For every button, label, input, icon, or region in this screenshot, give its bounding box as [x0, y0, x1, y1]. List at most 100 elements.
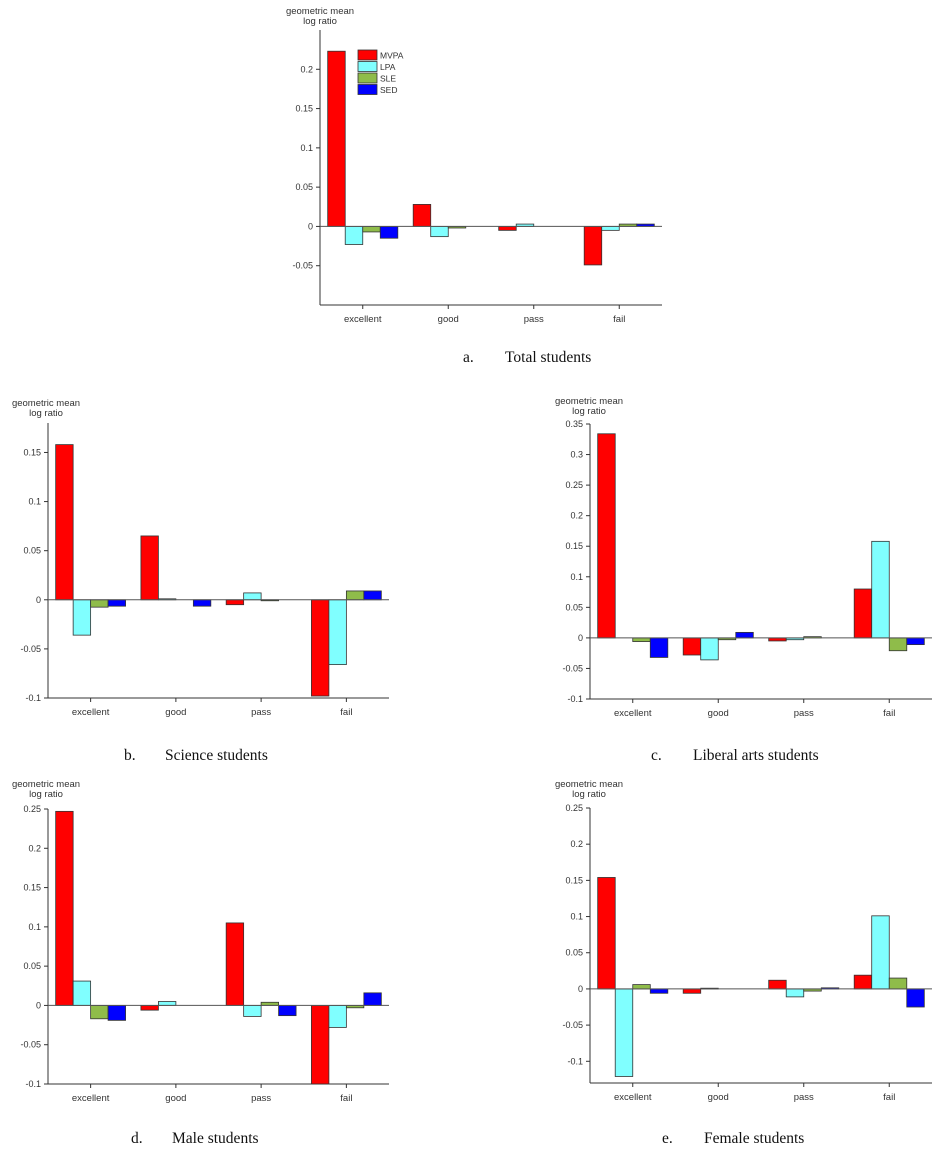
y-axis-label-line1: geometric mean [12, 398, 80, 409]
caption-title: Liberal arts students [693, 747, 819, 764]
x-tick-label: good [165, 707, 186, 718]
legend-label-sed: SED [380, 85, 397, 95]
y-tick-label: -0.05 [562, 1020, 583, 1030]
bar-mvpa-fail [311, 1005, 330, 1085]
bar-lpa-pass [243, 592, 262, 601]
y-tick-label: 0.25 [565, 803, 583, 813]
x-tick-label: pass [794, 708, 814, 719]
y-axis-label-line2: log ratio [303, 16, 337, 27]
y-tick-label: 0.3 [570, 450, 583, 460]
bar-mvpa-pass [225, 922, 245, 1006]
y-tick-label: 0 [36, 595, 41, 605]
caption-letter: e. [662, 1130, 673, 1147]
bar-mvpa-fail [853, 588, 873, 639]
bar-sed-fail [363, 992, 382, 1006]
y-tick-label: 0.2 [570, 511, 583, 521]
bar-lpa-good [430, 226, 449, 238]
x-tick-label: pass [524, 314, 544, 325]
y-tick-label: -0.1 [25, 693, 41, 703]
y-axis-label-line2: log ratio [572, 789, 606, 800]
y-tick-label: 0.1 [28, 497, 41, 507]
y-tick-label: 0.1 [570, 912, 583, 922]
bar-sle-excellent [90, 599, 109, 608]
y-tick-label: 0.25 [565, 480, 583, 490]
bar-mvpa-excellent [597, 877, 616, 990]
y-tick-label: -0.05 [20, 1040, 41, 1050]
bar-sed-fail [906, 988, 925, 1008]
bar-sle-excellent [362, 226, 381, 233]
bar-mvpa-excellent [597, 433, 616, 639]
y-tick-label: 0 [308, 221, 313, 231]
x-tick-label: good [708, 708, 729, 719]
y-axis-label-line2: log ratio [572, 406, 606, 417]
bar-sed-fail [906, 637, 925, 646]
x-tick-label: excellent [72, 1093, 110, 1104]
x-tick-label: fail [883, 1092, 895, 1103]
bar-mvpa-good [682, 637, 702, 656]
bar-sle-excellent [632, 984, 651, 990]
y-tick-label: -0.05 [20, 644, 41, 654]
x-tick-label: fail [340, 1093, 352, 1104]
y-tick-label: 0.2 [300, 64, 313, 74]
bar-mvpa-excellent [327, 50, 346, 227]
bar-mvpa-excellent [55, 810, 74, 1006]
bar-lpa-fail [871, 915, 890, 990]
bar-mvpa-pass [498, 226, 517, 231]
bar-mvpa-good [682, 988, 702, 994]
bar-lpa-excellent [614, 988, 634, 1077]
legend-label-sle: SLE [380, 74, 396, 84]
bar-sle-fail [888, 977, 908, 990]
bar-sed-good [192, 599, 212, 607]
y-tick-label: 0.15 [23, 883, 41, 893]
y-tick-label: 0.1 [28, 922, 41, 932]
bar-lpa-fail [328, 599, 347, 666]
bar-mvpa-good [412, 204, 432, 227]
y-axis-label-line2: log ratio [29, 408, 63, 419]
bar-sed-good [735, 631, 754, 639]
y-tick-label: 0 [36, 1000, 41, 1010]
bar-sed-excellent [649, 637, 669, 658]
caption-title: Male students [172, 1130, 259, 1147]
legend-swatch-sed [357, 84, 378, 95]
caption-letter: b. [124, 747, 136, 764]
y-axis-label-line1: geometric mean [12, 779, 80, 790]
y-tick-label: 0 [578, 633, 583, 643]
x-tick-label: fail [340, 707, 352, 718]
y-tick-label: 0.35 [565, 419, 583, 429]
x-tick-label: good [438, 314, 459, 325]
y-tick-label: 0 [578, 984, 583, 994]
x-tick-label: excellent [614, 1092, 652, 1103]
y-tick-label: 0.15 [565, 541, 583, 551]
bar-lpa-pass [243, 1005, 262, 1017]
y-tick-label: 0.05 [295, 182, 313, 192]
bar-lpa-pass [785, 988, 805, 998]
bar-mvpa-fail [853, 974, 873, 990]
x-tick-label: pass [794, 1092, 814, 1103]
y-tick-label: 0.05 [23, 961, 41, 971]
y-tick-label: 0.2 [28, 843, 41, 853]
y-tick-label: 0.05 [565, 602, 583, 612]
bar-mvpa-good [140, 535, 159, 601]
caption-letter: a. [463, 349, 474, 366]
bar-sed-excellent [649, 988, 669, 994]
bar-lpa-good [157, 1001, 177, 1006]
y-tick-label: 0.05 [23, 546, 41, 556]
bar-lpa-excellent [344, 226, 364, 245]
y-tick-label: 0.15 [565, 875, 583, 885]
x-tick-label: excellent [344, 314, 382, 325]
y-axis-label-line1: geometric mean [555, 779, 623, 790]
y-tick-label: 0.15 [23, 447, 41, 457]
y-tick-label: 0.1 [570, 572, 583, 582]
x-tick-label: pass [251, 1093, 271, 1104]
x-tick-label: pass [251, 707, 271, 718]
y-tick-label: -0.1 [567, 1056, 583, 1066]
bar-mvpa-pass [768, 979, 787, 990]
bar-lpa-good [700, 637, 719, 661]
bar-lpa-excellent [72, 599, 92, 636]
y-tick-label: 0.05 [565, 948, 583, 958]
caption-title: Female students [704, 1130, 804, 1147]
legend-swatch-sle [357, 72, 378, 84]
